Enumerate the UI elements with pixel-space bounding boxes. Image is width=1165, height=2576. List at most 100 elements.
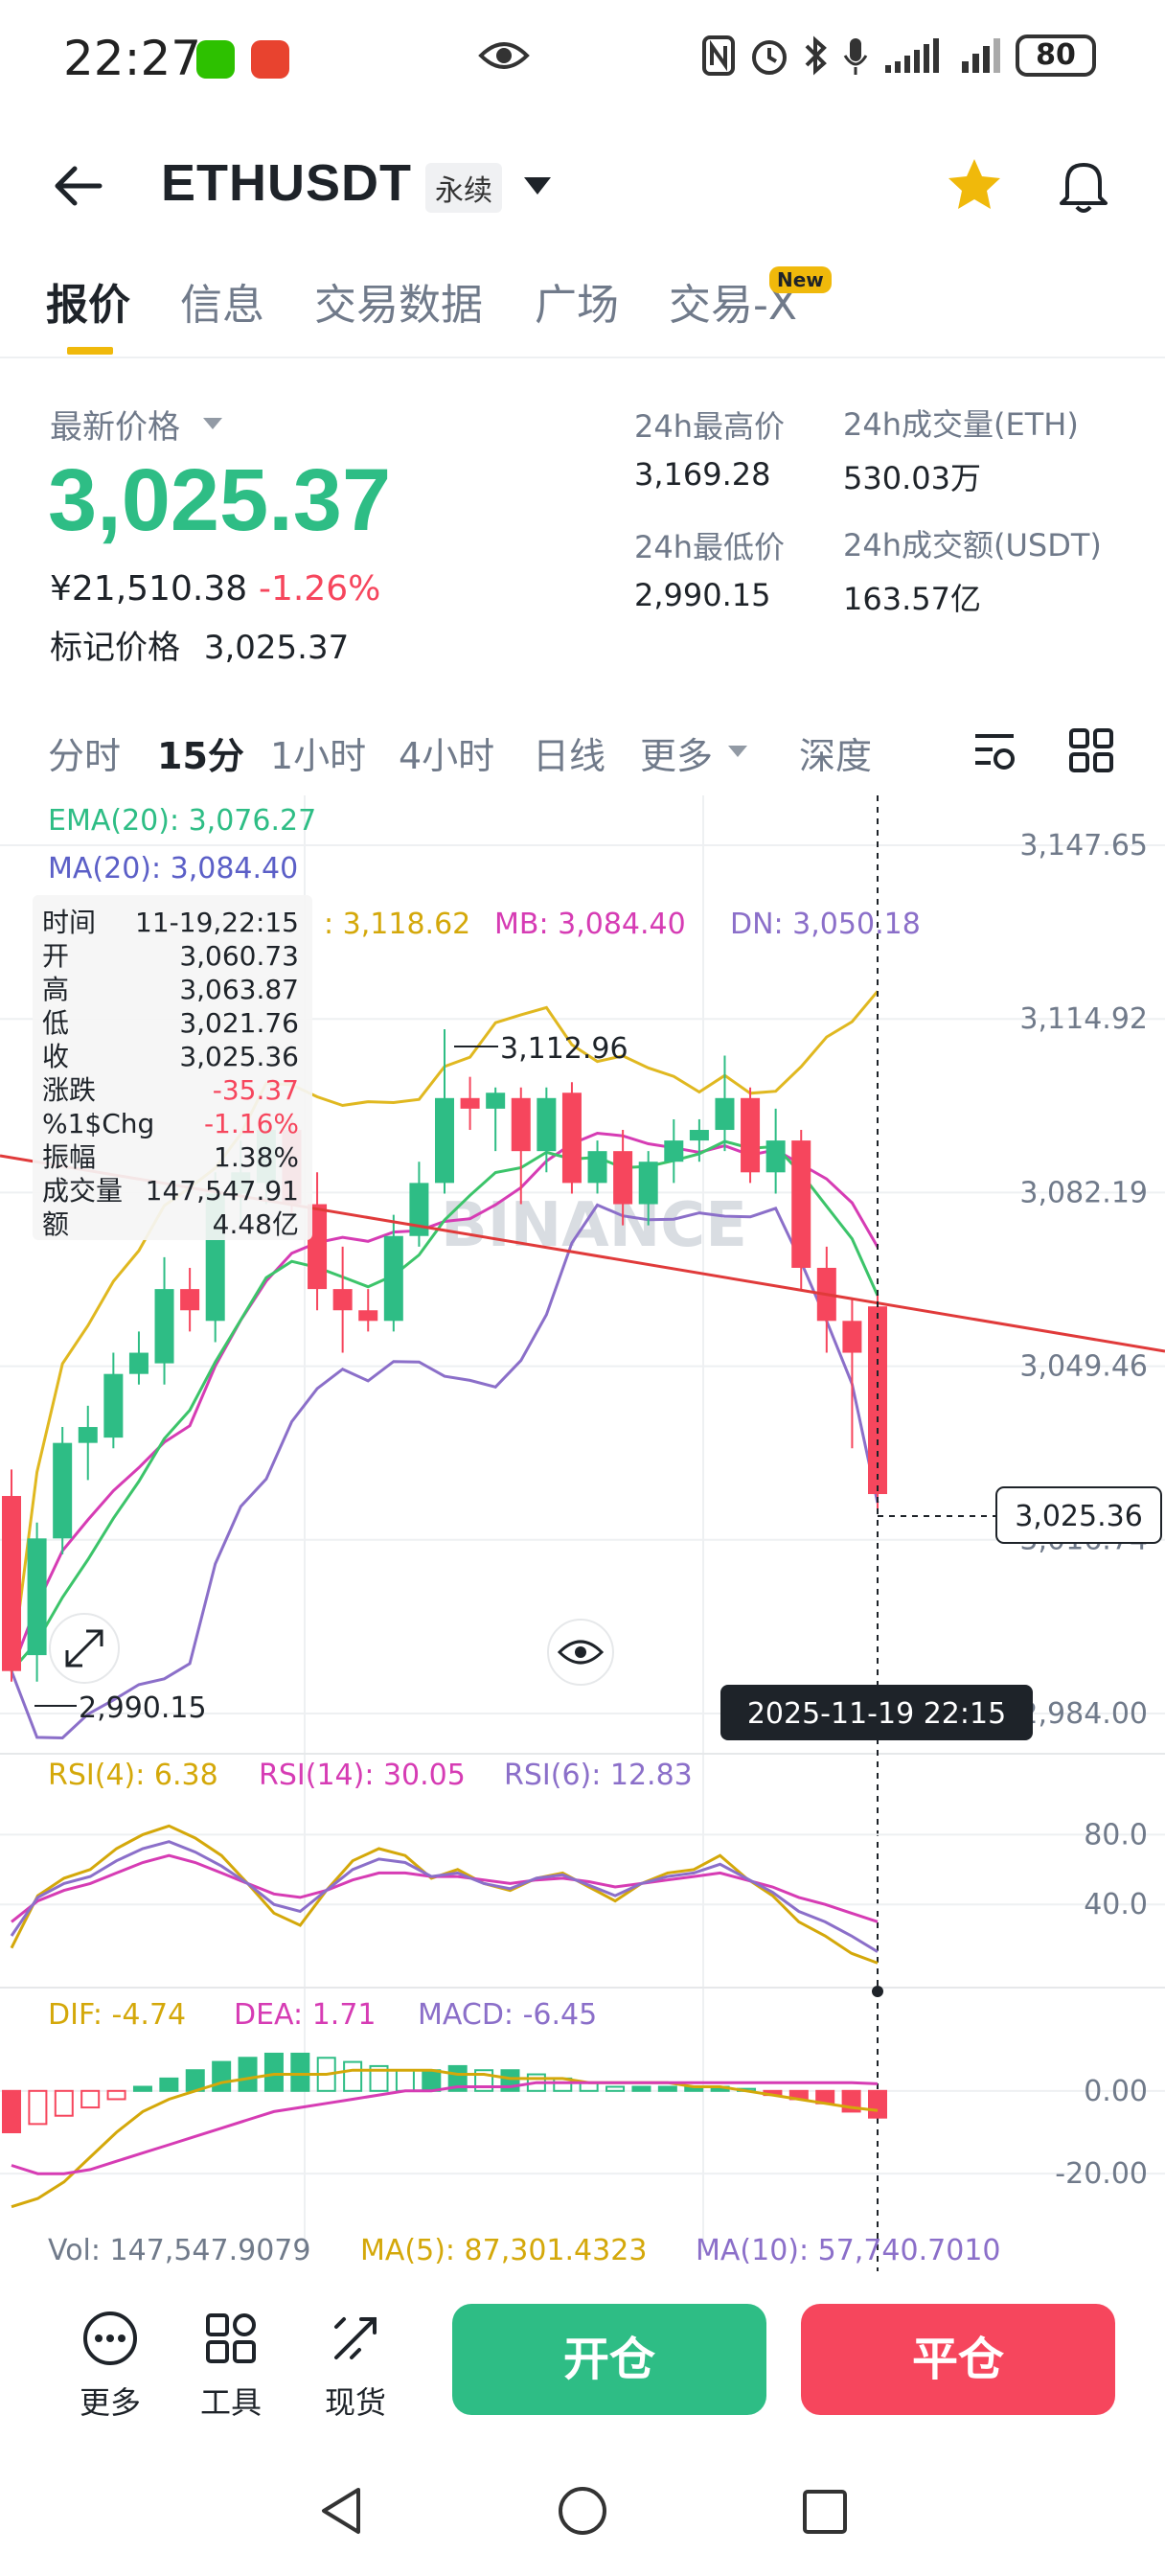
nav-back-icon[interactable] <box>314 2484 368 2538</box>
macd-bar <box>159 2077 179 2092</box>
interval-bar: 分时 15分 1小时 4小时 日线 更多 深度 <box>0 709 1165 786</box>
interval-1h[interactable]: 1小时 <box>270 735 367 777</box>
interval-15m[interactable]: 15分 <box>157 735 244 777</box>
swap-arrows-icon <box>334 2317 377 2359</box>
more-label: 更多 <box>79 2384 141 2421</box>
indicator-settings-icon[interactable] <box>970 726 1019 776</box>
caret-down-icon[interactable] <box>521 174 554 197</box>
tab-trading-data[interactable]: 交易数据 <box>314 281 483 330</box>
macd-bar <box>132 2085 152 2092</box>
wechat-icon <box>196 40 235 79</box>
interval-time-share[interactable]: 分时 <box>48 735 122 777</box>
tooltip-value: 1.38% <box>214 1141 299 1173</box>
change-percent: -1.26% <box>259 569 381 609</box>
tooltip-value: -1.16% <box>204 1108 299 1139</box>
pair-title[interactable]: ETHUSDT <box>161 154 412 212</box>
favorite-star-icon[interactable] <box>945 155 1004 215</box>
rsi-tick-label: 80.0 <box>1084 1818 1148 1852</box>
macd-bar <box>54 2089 74 2117</box>
notification-app-icon <box>251 40 289 79</box>
candle-body <box>103 1373 124 1438</box>
tab-quote[interactable]: 报价 <box>46 281 130 330</box>
macd-bar <box>263 2052 284 2092</box>
candle-body <box>486 1092 506 1109</box>
spot-action[interactable]: 现货 <box>312 2310 399 2423</box>
price-grid <box>0 844 1165 1714</box>
expand-icon <box>65 1629 103 1668</box>
price-tick-label: 3,082.19 <box>1019 1176 1148 1209</box>
stat-24h-amount: 24h成交额(USDT) 163.57亿 <box>843 521 1102 619</box>
more-action[interactable]: 更多 <box>67 2310 153 2423</box>
interval-depth[interactable]: 深度 <box>799 735 873 777</box>
stat-24h-high: 24h最高价 3,169.28 <box>634 402 785 493</box>
nav-recent-icon[interactable] <box>801 2488 849 2536</box>
tab-info[interactable]: 信息 <box>180 281 264 330</box>
battery-indicator: 80 <box>1016 34 1096 77</box>
kline-chart[interactable]: 3,147.653,114.923,082.193,049.463,016.74… <box>0 795 1165 2271</box>
caret-down-icon[interactable] <box>201 416 224 431</box>
tooltip-value: 11-19,22:15 <box>135 907 299 938</box>
main-tabs: 报价 信息 交易数据 广场 交易-X New <box>0 259 1165 358</box>
more-dots-icon <box>83 2312 137 2365</box>
tooltip-key: 高 <box>42 974 69 1005</box>
open-position-button[interactable]: 开仓 <box>452 2304 766 2415</box>
rsi-series-line <box>11 1853 879 1923</box>
tooltip-key: 收 <box>42 1041 69 1072</box>
macd-bar <box>238 2057 258 2092</box>
rsi-axis: 80.0 40.0 <box>0 1818 1165 1921</box>
candle-body <box>664 1140 684 1162</box>
nav-home-icon[interactable] <box>556 2484 609 2538</box>
interval-more[interactable]: 更多 <box>640 735 714 777</box>
macd-bar <box>395 2069 415 2092</box>
stat-value: 163.57亿 <box>843 581 981 617</box>
mark-price-label: 标记价格 <box>50 629 180 667</box>
rsi-lines <box>10 1824 879 1965</box>
expand-button[interactable] <box>49 1613 120 1684</box>
dea-legend: DEA: 1.71 <box>234 1998 377 2032</box>
vol-ma10-legend: MA(10): 57,740.7010 <box>696 2234 1001 2267</box>
price-tick-label: 3,114.92 <box>1019 1002 1148 1036</box>
candle-body <box>715 1097 735 1131</box>
layout-grid-icon[interactable] <box>1067 726 1115 774</box>
chart-area[interactable]: 3,147.653,114.923,082.193,049.463,016.74… <box>0 795 1165 2271</box>
macd-series-line <box>11 2081 879 2175</box>
macd-bar <box>605 2085 626 2092</box>
candle-body <box>154 1289 174 1364</box>
ohlc-tooltip: 时间 11-19,22:15 开 3,060.73 高 3,063.87 低 3,021.76… <box>33 895 312 1240</box>
price-tick-label: 2,984.00 <box>1019 1697 1148 1731</box>
candle-body <box>53 1442 73 1539</box>
candle-body <box>332 1289 353 1311</box>
tab-square[interactable]: 广场 <box>535 281 619 330</box>
visibility-button[interactable] <box>547 1619 614 1686</box>
current-price-tag-box <box>995 1486 1162 1544</box>
interval-4h[interactable]: 4小时 <box>399 735 495 777</box>
caret-down-icon[interactable] <box>726 744 749 759</box>
alarm-icon <box>752 40 787 75</box>
close-position-button[interactable]: 平仓 <box>801 2304 1115 2415</box>
eye-icon <box>478 42 530 69</box>
tooltip-key: 成交量 <box>42 1175 123 1207</box>
tooltip-key: 开 <box>42 940 69 972</box>
macd-axis: 0.00 -20.00 <box>0 2075 1165 2191</box>
macd-bar <box>343 2060 363 2092</box>
latest-price-label[interactable]: 最新价格 <box>50 408 180 447</box>
eye-pupil <box>575 1646 586 1658</box>
candle-body <box>27 1538 47 1656</box>
macd-series-line <box>11 2068 879 2209</box>
bell-icon[interactable] <box>1054 155 1113 215</box>
ma-legend: MA(20): 3,084.40 <box>48 852 298 886</box>
signal-2-icon <box>962 38 1000 73</box>
candle-body <box>460 1097 480 1109</box>
price-axis: 3,147.653,114.923,082.193,049.463,016.74… <box>1019 829 1148 1731</box>
macd-tick-label: 0.00 <box>1084 2075 1148 2108</box>
tooltip-value: 3,021.76 <box>179 1007 299 1039</box>
back-arrow-icon[interactable] <box>50 157 107 215</box>
stat-label: 24h成交量(ETH) <box>843 406 1079 443</box>
tools-action[interactable]: 工具 <box>188 2310 274 2423</box>
nfc-icon <box>702 35 735 76</box>
candle-body <box>537 1097 557 1152</box>
ema-legend: EMA(20): 3,076.27 <box>48 804 316 838</box>
interval-1d[interactable]: 日线 <box>533 735 606 777</box>
stat-value: 2,990.15 <box>634 577 771 613</box>
tooltip-rows: 时间 11-19,22:15 开 3,060.73 高 3,063.87 低 3,021.76… <box>42 907 299 1240</box>
